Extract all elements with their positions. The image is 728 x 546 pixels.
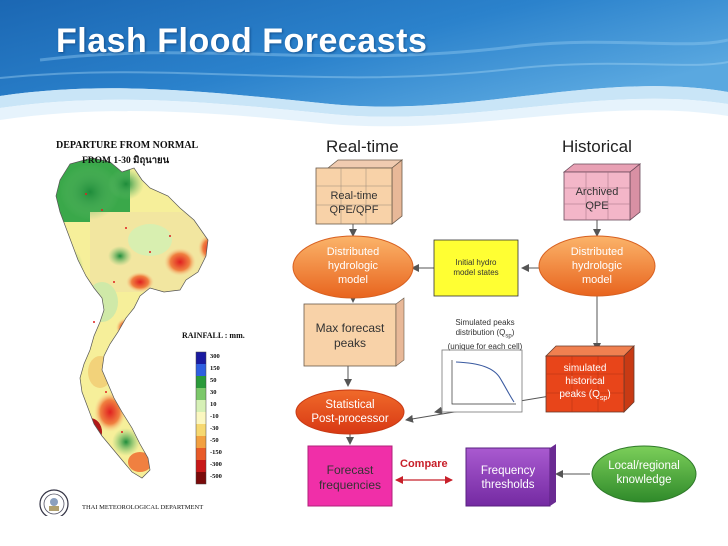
header-wave-background <box>0 0 728 130</box>
archived-qpe-label: Archived QPE <box>575 186 619 212</box>
simulated-historical-peaks-box <box>545 345 635 413</box>
simulated-distribution-label: Simulated peaks distribution (Qsp) (uniq… <box>447 318 523 351</box>
legend-value: 50 <box>210 377 217 384</box>
realtime-header: Real-time <box>326 137 399 156</box>
local-knowledge-oval <box>591 445 697 503</box>
rainfall-departure-map: DEPARTURE FROM NORMAL FROM 1-30 มิถุนายน… <box>30 132 245 519</box>
archived-qpe-box <box>562 163 642 221</box>
simulated-historical-label: simulated historical peaks (Qsp) <box>559 363 611 402</box>
tmd-seal-logo <box>39 489 69 519</box>
local-knowledge-label: Local/regional knowledge <box>608 460 680 486</box>
legend-value: 150 <box>210 365 220 372</box>
legend-value: -150 <box>210 449 222 456</box>
distributed-model-left-oval <box>292 235 414 299</box>
legend-value: 10 <box>210 401 217 408</box>
legend-value: -300 <box>210 461 222 468</box>
initial-states-box <box>433 239 519 297</box>
compare-label: Compare <box>400 458 448 470</box>
legend-value: -50 <box>210 437 219 444</box>
frequency-thresholds-label: Frequency thresholds <box>480 465 536 491</box>
legend-value: -10 <box>210 413 219 420</box>
frequency-thresholds-box <box>465 444 556 507</box>
distributed-model-left-label: Distributed hydrologic model <box>326 246 380 286</box>
distributed-model-right-oval <box>538 235 656 297</box>
max-forecast-peaks-label: Max forecast peaks <box>315 321 385 350</box>
legend-value: -500 <box>210 473 222 480</box>
simulated-distribution-panel <box>441 349 523 413</box>
slide-title: Flash Flood Forecasts <box>56 22 428 60</box>
realtime-qpe-label: Real-time QPE/QPF <box>329 190 379 216</box>
realtime-qpe-box <box>315 159 404 225</box>
legend-value: 30 <box>210 389 217 396</box>
map-title-line2: FROM 1-30 มิถุนายน <box>82 156 170 166</box>
rainfall-legend-bar <box>195 351 207 485</box>
slide-header: Flash Flood Forecasts <box>0 0 728 130</box>
statistical-postprocessor-oval <box>295 389 405 435</box>
thailand-map-graphic <box>39 157 209 519</box>
max-forecast-peaks-box <box>303 297 405 367</box>
statistical-postprocessor-label: Statistical Post-processor <box>311 399 389 425</box>
agency-label: THAI METEOROLOGICAL DEPARTMENT <box>82 504 204 511</box>
historical-header: Historical <box>562 137 632 156</box>
forecast-frequencies-box <box>307 445 393 507</box>
rainfall-legend-label: RAINFALL : mm. <box>182 331 245 340</box>
map-title-line1: DEPARTURE FROM NORMAL <box>56 140 199 151</box>
distributed-model-right-label: Distributed hydrologic model <box>570 246 624 286</box>
legend-value: 300 <box>210 353 220 360</box>
forecast-frequencies-label: Forecast frequencies <box>318 463 382 492</box>
initial-states-label: Initial hydro model states <box>453 258 499 277</box>
station-dots <box>85 193 171 433</box>
legend-value: -30 <box>210 425 219 432</box>
